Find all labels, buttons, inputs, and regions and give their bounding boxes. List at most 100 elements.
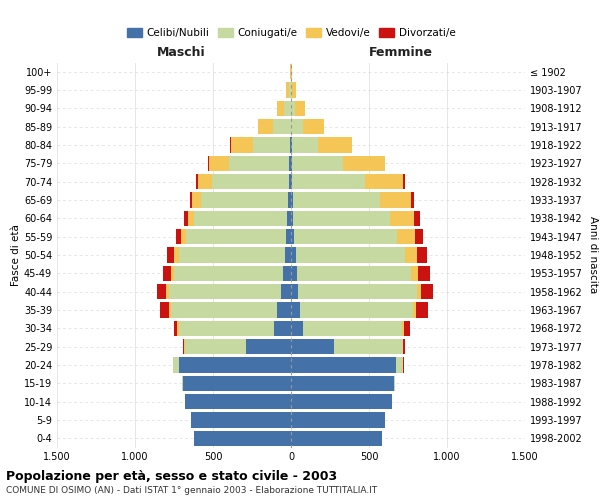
- Bar: [169, 302, 171, 318]
- Bar: [293, 192, 380, 208]
- Bar: [281, 284, 291, 299]
- Bar: [295, 229, 397, 244]
- Bar: [192, 192, 201, 208]
- Bar: [286, 229, 291, 244]
- Bar: [293, 211, 390, 226]
- Bar: [291, 321, 303, 336]
- Bar: [285, 248, 291, 262]
- Bar: [169, 284, 281, 299]
- Text: Popolazione per età, sesso e stato civile - 2003: Popolazione per età, sesso e stato civil…: [6, 470, 337, 483]
- Bar: [291, 339, 334, 354]
- Bar: [303, 321, 402, 336]
- Bar: [290, 138, 291, 152]
- Bar: [188, 211, 193, 226]
- Bar: [292, 138, 318, 152]
- Bar: [277, 302, 291, 318]
- Bar: [274, 321, 291, 336]
- Bar: [343, 156, 385, 171]
- Bar: [197, 174, 212, 189]
- Bar: [291, 248, 296, 262]
- Bar: [291, 82, 292, 98]
- Text: Maschi: Maschi: [157, 46, 205, 59]
- Bar: [183, 339, 184, 354]
- Bar: [403, 358, 404, 372]
- Bar: [291, 266, 297, 281]
- Bar: [394, 376, 395, 391]
- Bar: [175, 248, 179, 262]
- Bar: [403, 339, 405, 354]
- Bar: [415, 229, 423, 244]
- Bar: [157, 284, 166, 299]
- Bar: [416, 248, 427, 262]
- Y-axis label: Fasce di età: Fasce di età: [11, 224, 21, 286]
- Bar: [209, 156, 229, 171]
- Bar: [170, 266, 174, 281]
- Bar: [292, 82, 296, 98]
- Bar: [291, 174, 292, 189]
- Bar: [179, 358, 291, 372]
- Bar: [283, 266, 291, 281]
- Bar: [185, 339, 246, 354]
- Bar: [299, 302, 413, 318]
- Bar: [397, 229, 415, 244]
- Bar: [185, 394, 291, 409]
- Bar: [415, 211, 421, 226]
- Bar: [297, 266, 411, 281]
- Bar: [191, 412, 291, 428]
- Bar: [295, 101, 305, 116]
- Bar: [289, 156, 291, 171]
- Text: COMUNE DI OSIMO (AN) - Dati ISTAT 1° gennaio 2003 - Elaborazione TUTTITALIA.IT: COMUNE DI OSIMO (AN) - Dati ISTAT 1° gen…: [6, 486, 377, 495]
- Bar: [416, 302, 428, 318]
- Bar: [291, 394, 392, 409]
- Bar: [291, 211, 293, 226]
- Bar: [292, 119, 303, 134]
- Bar: [196, 174, 197, 189]
- Bar: [421, 284, 433, 299]
- Bar: [397, 358, 403, 372]
- Bar: [291, 229, 295, 244]
- Bar: [179, 321, 274, 336]
- Bar: [291, 302, 299, 318]
- Bar: [194, 431, 291, 446]
- Bar: [404, 321, 410, 336]
- Bar: [212, 174, 289, 189]
- Bar: [291, 431, 382, 446]
- Bar: [166, 284, 169, 299]
- Bar: [416, 284, 421, 299]
- Bar: [334, 339, 403, 354]
- Bar: [298, 284, 416, 299]
- Bar: [167, 248, 175, 262]
- Bar: [291, 101, 295, 116]
- Bar: [208, 156, 209, 171]
- Bar: [181, 229, 186, 244]
- Bar: [174, 266, 283, 281]
- Bar: [405, 248, 416, 262]
- Bar: [365, 174, 403, 189]
- Y-axis label: Anni di nascita: Anni di nascita: [588, 216, 598, 294]
- Bar: [289, 174, 291, 189]
- Bar: [411, 266, 418, 281]
- Bar: [291, 376, 394, 391]
- Bar: [284, 101, 290, 116]
- Bar: [246, 339, 291, 354]
- Bar: [173, 358, 179, 372]
- Bar: [403, 174, 404, 189]
- Bar: [291, 138, 292, 152]
- Bar: [176, 229, 181, 244]
- Bar: [184, 339, 185, 354]
- Bar: [413, 302, 416, 318]
- Bar: [380, 192, 410, 208]
- Bar: [277, 101, 284, 116]
- Bar: [184, 211, 188, 226]
- Bar: [286, 82, 289, 98]
- Bar: [258, 119, 272, 134]
- Bar: [291, 412, 385, 428]
- Bar: [253, 138, 290, 152]
- Bar: [186, 229, 286, 244]
- Bar: [291, 192, 293, 208]
- Bar: [201, 192, 288, 208]
- Bar: [291, 358, 397, 372]
- Text: Femmine: Femmine: [369, 46, 433, 59]
- Bar: [287, 211, 291, 226]
- Bar: [190, 192, 192, 208]
